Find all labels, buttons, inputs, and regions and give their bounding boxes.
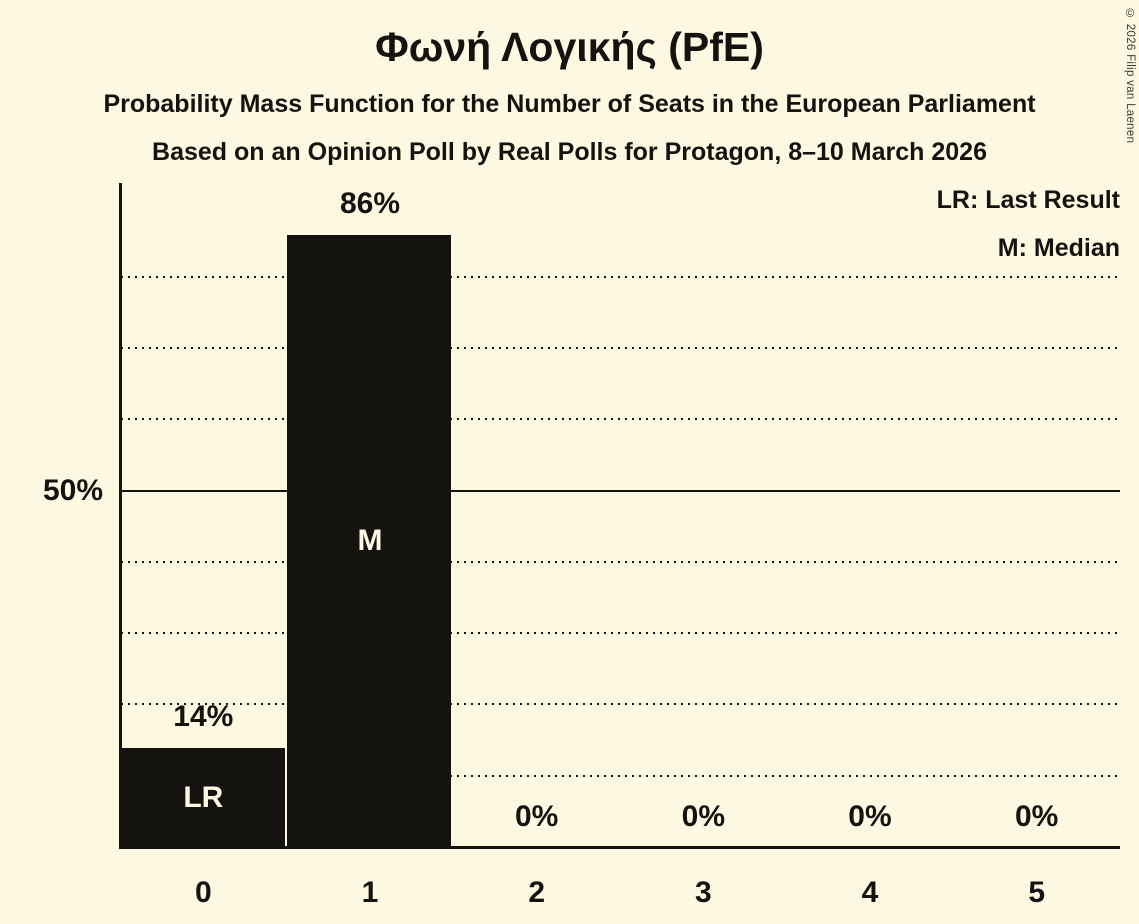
- y-axis-label-50: 50%: [42, 474, 103, 507]
- gridline-20pct: [121, 703, 1120, 706]
- x-axis-tick-label: 5: [1028, 876, 1045, 909]
- x-axis-tick-label: 0: [194, 876, 212, 909]
- copyright-note: © 2026 Filip van Laenen: [1124, 8, 1136, 144]
- plot-area: 14% LR 86% M 0% 0% 0% 0%: [119, 183, 1120, 849]
- x-axis-labels: 0 1 2 3 4 5: [120, 874, 1120, 914]
- legend: LR: Last Result M: Median: [937, 176, 1120, 272]
- bar-seats-1: [287, 234, 452, 848]
- chart-subtitle-poll-info: Based on an Opinion Poll by Real Polls f…: [152, 138, 987, 166]
- bar-value-label: 14%: [173, 700, 234, 734]
- x-axis-tick-label: 2: [528, 876, 545, 909]
- gridline-60pct: [121, 418, 1120, 421]
- bar-annotation-lr: LR: [183, 781, 224, 815]
- gridline-70pct: [121, 346, 1120, 349]
- bar-value-label: 0%: [1014, 800, 1059, 833]
- bar-value-label: 0%: [681, 800, 725, 833]
- chart-title: Φωνή Λογικής (PfE): [375, 24, 764, 70]
- bar-seats-0: [120, 748, 285, 848]
- gridline-80pct: [121, 275, 1120, 278]
- bar-value-label: 0%: [848, 800, 892, 833]
- y-axis-line: [119, 183, 122, 849]
- gridline-40pct: [121, 560, 1120, 563]
- bar-annotation-m: M: [357, 524, 383, 558]
- x-axis-tick-label: 3: [694, 876, 712, 909]
- bar-value-label: 0%: [514, 800, 559, 833]
- x-axis-tick-label: 1: [361, 876, 379, 909]
- x-axis-line: [120, 846, 1120, 849]
- gridline-30pct: [121, 632, 1120, 635]
- legend-median: M: Median: [997, 234, 1120, 262]
- gridline-50pct: [121, 489, 1120, 492]
- gridline-10pct: [121, 774, 1120, 777]
- bar-value-label: 86%: [339, 186, 400, 220]
- legend-last-result: LR: Last Result: [936, 186, 1120, 214]
- x-axis-tick-label: 4: [861, 876, 879, 909]
- chart-subtitle: Probability Mass Function for the Number…: [103, 90, 1036, 118]
